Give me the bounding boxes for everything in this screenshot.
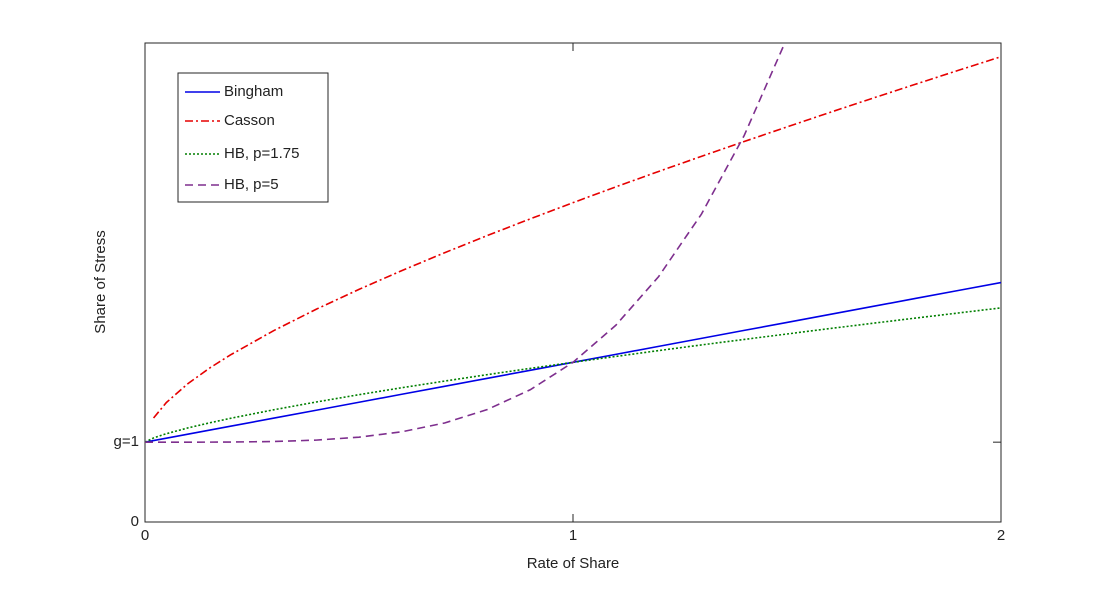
x-tick-label: 1 — [569, 527, 577, 544]
series-line — [152, 55, 1001, 419]
x-tick-label: 2 — [997, 527, 1005, 544]
x-axis-label: Rate of Share — [527, 555, 620, 572]
plot-lines — [145, 43, 1001, 443]
legend-label: Casson — [224, 112, 275, 129]
y-axis-label: Share of Stress — [92, 230, 109, 333]
y-tick-label: g=1 — [114, 433, 139, 450]
series-line — [145, 281, 1001, 443]
legend-label: Bingham — [224, 83, 283, 100]
y-tick-label: 0 — [131, 513, 139, 530]
legend-label: HB, p=5 — [224, 176, 279, 193]
legend-label: HB, p=1.75 — [224, 145, 299, 162]
legend-box — [177, 72, 329, 203]
x-tick-label: 0 — [141, 527, 149, 544]
series-line — [145, 43, 786, 443]
